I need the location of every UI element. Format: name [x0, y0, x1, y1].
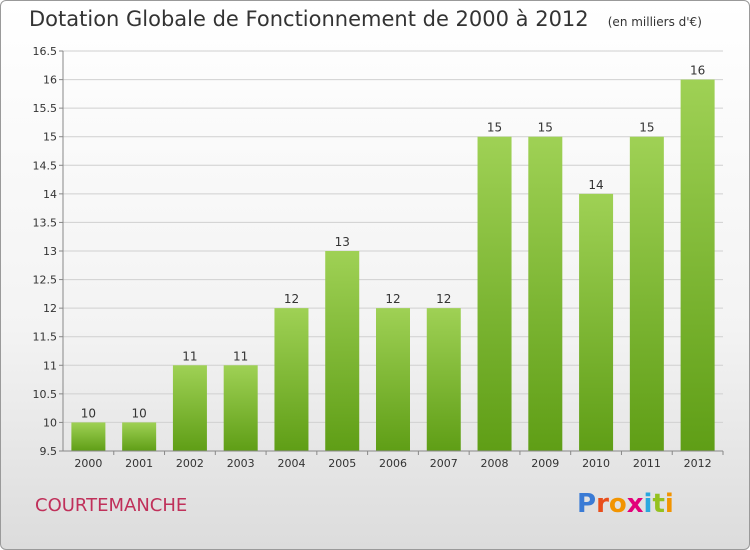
bar-2003 [223, 365, 258, 451]
bar-2011 [629, 136, 664, 451]
value-label-2011: 15 [639, 121, 654, 135]
chart-title-main: Dotation Globale de Fonctionnement de 20… [29, 7, 589, 31]
y-tick-label: 11 [43, 359, 57, 372]
bar-2002 [172, 365, 207, 451]
logo-letter: P [577, 489, 597, 519]
value-label-2007: 12 [436, 292, 451, 306]
chart-title-unit: (en milliers d'€) [607, 15, 702, 29]
value-label-2002: 11 [182, 349, 197, 363]
y-tick-label: 13 [43, 245, 57, 258]
y-tick-label: 16 [43, 74, 57, 87]
y-tick-label: 10 [43, 416, 57, 429]
logo-letter: r [596, 489, 609, 519]
value-label-2004: 12 [284, 292, 299, 306]
x-axis-ticks: 2000 2001 2002 2003 2004 2005 2006 2007 2008 2009… [74, 451, 724, 470]
logo-letter: o [608, 489, 627, 519]
x-tick-label-2007: 2007 [430, 457, 458, 470]
logo-letter: i [643, 489, 653, 519]
bar-2004 [274, 308, 309, 451]
x-tick-label-2006: 2006 [379, 457, 407, 470]
value-label-2012: 16 [690, 64, 705, 78]
x-tick-label-2003: 2003 [227, 457, 255, 470]
chart-title: Dotation Globale de Fonctionnement de 20… [29, 7, 702, 31]
y-axis-ticks: 9.5 10 10.5 11 11.5 12 12.5 13 13.5 14 14.5 15 15.5 1… [33, 45, 63, 458]
bar-2008 [477, 136, 512, 451]
bar-2005 [325, 251, 360, 451]
y-tick-label: 14 [43, 188, 57, 201]
value-label-2010: 14 [588, 178, 603, 192]
bars [71, 79, 715, 452]
proxiti-logo: Proxiti [577, 489, 674, 519]
value-labels: 10 10 11 11 12 13 12 12 15 15 14 15 16 [81, 64, 706, 421]
commune-name: COURTEMANCHE [35, 495, 188, 516]
y-tick-label: 10.5 [33, 388, 58, 401]
y-tick-label: 11.5 [33, 331, 58, 344]
x-tick-label-2011: 2011 [633, 457, 661, 470]
bar-2001 [122, 422, 157, 451]
bar-2007 [426, 308, 461, 451]
value-label-2005: 13 [335, 235, 350, 249]
bar-2000 [71, 422, 106, 451]
x-tick-label-2002: 2002 [176, 457, 204, 470]
value-label-2009: 15 [538, 121, 553, 135]
y-tick-label: 12.5 [33, 274, 58, 287]
x-tick-label-2008: 2008 [481, 457, 509, 470]
bar-2010 [579, 193, 614, 451]
x-tick-label-2009: 2009 [531, 457, 559, 470]
x-tick-label-2000: 2000 [74, 457, 102, 470]
y-tick-label: 15 [43, 131, 57, 144]
bar-2012 [680, 79, 715, 452]
y-tick-label: 9.5 [40, 445, 58, 458]
bar-2006 [376, 308, 410, 451]
bar-2009 [528, 136, 563, 451]
value-label-2001: 10 [132, 406, 147, 420]
y-tick-label: 12 [43, 302, 57, 315]
x-tick-label-2005: 2005 [328, 457, 356, 470]
logo-letter: x [626, 489, 644, 519]
x-tick-label-2010: 2010 [582, 457, 610, 470]
x-tick-label-2004: 2004 [277, 457, 305, 470]
x-tick-label-2012: 2012 [684, 457, 712, 470]
value-label-2003: 11 [233, 349, 248, 363]
value-label-2000: 10 [81, 406, 96, 420]
logo-letter: i [664, 489, 674, 519]
y-tick-label: 16.5 [33, 45, 58, 58]
y-tick-label: 13.5 [33, 216, 58, 229]
y-tick-label: 15.5 [33, 102, 58, 115]
x-tick-label-2001: 2001 [125, 457, 153, 470]
axes [62, 51, 723, 452]
logo-letter: t [652, 489, 665, 519]
y-tick-label: 14.5 [33, 159, 58, 172]
value-label-2008: 15 [487, 121, 502, 135]
value-label-2006: 12 [385, 292, 400, 306]
